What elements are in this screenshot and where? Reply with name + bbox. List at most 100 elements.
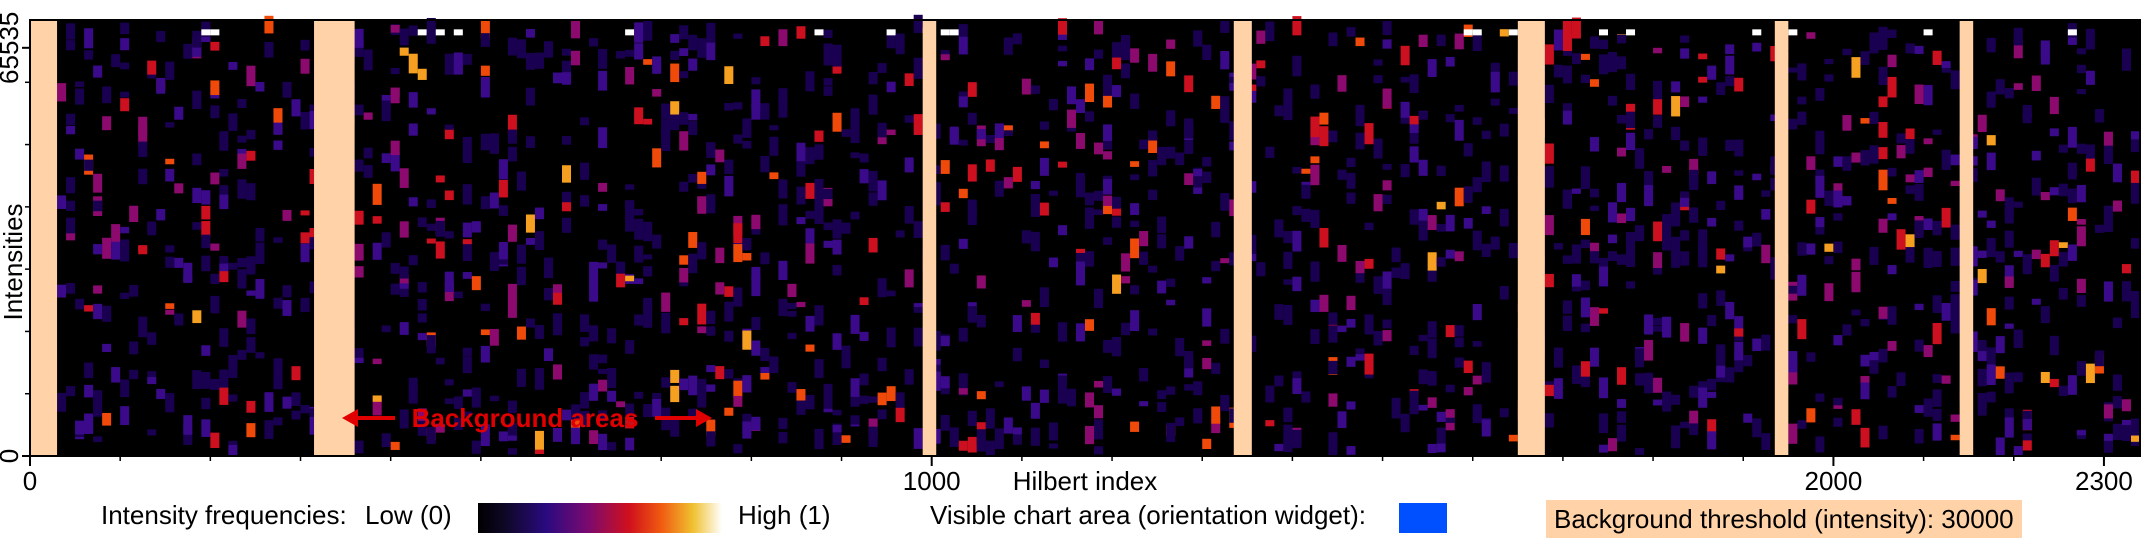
heat-cell xyxy=(1887,265,1897,275)
heat-cell-hot xyxy=(453,29,463,36)
heat-cell xyxy=(1833,397,1843,406)
heat-cell xyxy=(1644,314,1654,335)
heat-cell xyxy=(489,252,499,272)
heat-cell xyxy=(562,60,572,74)
heat-cell xyxy=(2040,306,2050,324)
heat-cell xyxy=(823,391,833,409)
heat-cell xyxy=(390,152,400,172)
heat-cell xyxy=(1851,152,1861,163)
heat-cell xyxy=(661,377,671,388)
heat-cell xyxy=(823,188,833,200)
heat-cell xyxy=(733,444,743,454)
heat-cell xyxy=(498,205,508,216)
heat-cell xyxy=(1039,202,1049,216)
heat-cell xyxy=(1328,393,1338,407)
heat-cell xyxy=(480,424,490,430)
heat-cell xyxy=(715,247,725,264)
heat-cell xyxy=(372,395,382,416)
heat-cell xyxy=(1887,213,1897,221)
heat-cell xyxy=(1256,76,1266,87)
heat-cell xyxy=(1112,42,1122,59)
heat-cell xyxy=(1544,166,1554,187)
heat-cell xyxy=(1580,239,1590,249)
heat-cell xyxy=(1346,192,1356,204)
heat-cell xyxy=(2067,169,2077,180)
heat-cell xyxy=(1166,146,1176,159)
heat-cell xyxy=(1445,384,1455,393)
heat-cell xyxy=(1391,397,1401,419)
heat-cell xyxy=(471,387,481,408)
heat-cell xyxy=(1310,116,1320,138)
heat-cell xyxy=(751,416,761,431)
heat-cell xyxy=(724,175,734,197)
heat-cell xyxy=(1130,174,1140,181)
heat-cell xyxy=(507,448,517,455)
heat-cell xyxy=(1932,50,1942,65)
heat-cell xyxy=(1057,18,1067,35)
heat-cell xyxy=(165,309,175,315)
heat-cell xyxy=(93,436,103,443)
heat-cell xyxy=(1932,295,1942,313)
heat-cell xyxy=(1878,218,1888,233)
heat-cell xyxy=(625,437,635,451)
heat-cell xyxy=(1030,180,1040,190)
heat-cell xyxy=(399,266,409,279)
heat-cell xyxy=(1887,29,1897,38)
heat-cell xyxy=(1057,375,1067,394)
heat-cell xyxy=(1193,167,1203,188)
heat-cell-hot xyxy=(210,29,220,36)
heat-cell xyxy=(2112,317,2122,329)
heat-cell xyxy=(679,112,689,125)
heat-cell xyxy=(1328,130,1338,137)
heat-cell xyxy=(859,153,869,163)
heat-cell xyxy=(228,363,238,379)
heat-cell xyxy=(1887,167,1897,177)
heat-cell xyxy=(66,217,76,237)
heat-cell xyxy=(210,295,220,314)
heat-cell xyxy=(1328,360,1338,375)
heat-cell xyxy=(1346,172,1356,189)
heat-cell xyxy=(2022,433,2032,441)
heat-cell xyxy=(1797,319,1807,340)
heat-cell xyxy=(120,292,130,299)
heat-cell xyxy=(1472,117,1482,125)
heat-cell xyxy=(1598,266,1608,287)
heat-cell xyxy=(868,170,878,190)
heat-cell xyxy=(1445,325,1455,338)
heat-cell xyxy=(688,58,698,71)
heat-cell-hot xyxy=(1752,29,1762,36)
heat-cell xyxy=(93,244,103,255)
heat-cell xyxy=(1057,30,1067,40)
heat-cell xyxy=(1301,208,1311,222)
heat-cell xyxy=(832,239,842,255)
heat-cell xyxy=(814,130,824,142)
heat-cell xyxy=(1725,44,1735,55)
heat-cell xyxy=(1869,246,1879,265)
heat-cell xyxy=(1319,294,1329,312)
heat-cell xyxy=(129,285,139,297)
heat-cell xyxy=(832,44,842,59)
heat-cell xyxy=(832,423,842,445)
heat-cell xyxy=(1274,443,1284,452)
heat-cell xyxy=(2040,253,2050,268)
heat-cell xyxy=(228,262,238,270)
heat-cell xyxy=(1662,318,1672,337)
heat-cell xyxy=(598,379,608,392)
heat-cell xyxy=(498,159,508,180)
heat-cell xyxy=(994,180,1004,197)
heat-cell xyxy=(805,315,815,332)
heat-cell xyxy=(138,168,148,185)
heat-cell xyxy=(1562,315,1572,332)
heat-cell xyxy=(408,25,418,36)
heat-cell xyxy=(679,71,689,79)
heat-cell xyxy=(625,184,635,190)
heat-cell xyxy=(2013,83,2023,90)
heat-cell xyxy=(1896,133,1906,144)
heat-cell xyxy=(237,135,247,143)
heat-cell xyxy=(823,383,833,398)
heat-cell xyxy=(1923,84,1933,106)
heat-cell xyxy=(534,207,544,220)
heat-cell xyxy=(1364,123,1374,145)
heat-cell xyxy=(372,183,382,205)
heat-cell xyxy=(201,221,211,237)
